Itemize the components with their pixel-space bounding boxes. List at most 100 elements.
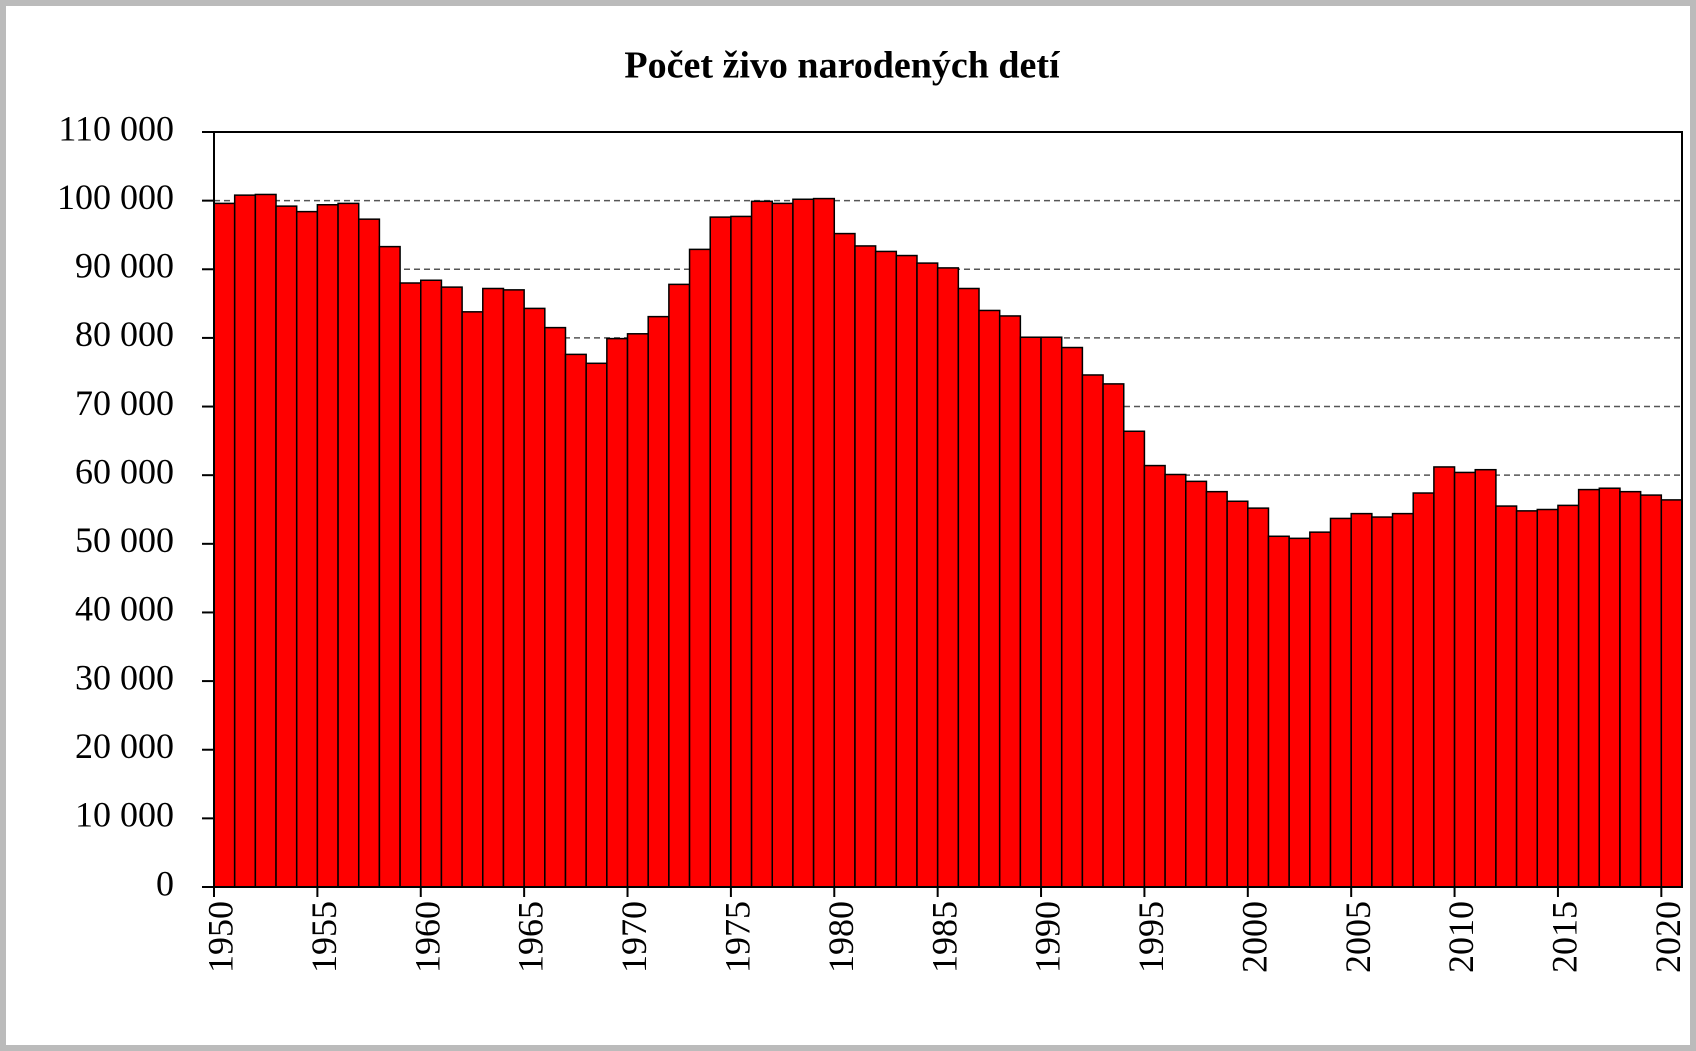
bar <box>523 307 546 888</box>
bar <box>1185 480 1208 888</box>
bar <box>1515 510 1539 888</box>
bar <box>502 289 525 888</box>
bar <box>1164 473 1187 888</box>
bar <box>482 287 505 888</box>
bar <box>544 326 567 888</box>
bar <box>337 202 360 888</box>
bar <box>420 279 443 888</box>
y-tick-label: 60 000 <box>75 451 174 491</box>
x-tick-label: 1950 <box>201 901 241 973</box>
bar <box>1226 500 1249 888</box>
bar <box>1536 508 1559 888</box>
bar <box>895 254 918 888</box>
bar <box>1350 512 1373 888</box>
bar <box>1040 336 1063 888</box>
bar <box>461 311 484 888</box>
y-tick-label: 30 000 <box>75 657 174 697</box>
chart-title: Počet živo narodených detí <box>624 45 1061 87</box>
y-tick-label: 110 000 <box>58 108 174 148</box>
x-tick-label: 2010 <box>1441 901 1481 973</box>
y-tick-label: 40 000 <box>75 589 174 629</box>
bar <box>213 202 236 888</box>
bar <box>957 287 980 888</box>
y-tick-label: 50 000 <box>75 520 174 560</box>
bar <box>1598 487 1621 888</box>
bar <box>812 197 836 888</box>
bar <box>1619 490 1642 888</box>
bar <box>254 193 277 888</box>
bar <box>874 250 898 888</box>
x-tick-label: 1965 <box>511 901 551 973</box>
bar <box>1205 490 1228 888</box>
bar <box>978 309 1001 888</box>
bar <box>688 248 711 888</box>
y-tick-label: 10 000 <box>75 795 174 835</box>
bar <box>709 216 732 888</box>
bar <box>1288 537 1311 888</box>
bar <box>668 283 691 888</box>
y-tick-label: 0 <box>156 863 174 903</box>
bar <box>585 362 608 888</box>
y-tick-label: 70 000 <box>75 383 174 423</box>
bar <box>1391 512 1414 888</box>
bar <box>750 200 774 888</box>
bar <box>730 215 753 888</box>
bar <box>833 232 856 888</box>
bar <box>1247 507 1270 888</box>
bar <box>1143 464 1166 888</box>
bar <box>1453 471 1476 888</box>
bar <box>1577 488 1601 888</box>
bar <box>626 333 649 888</box>
bar <box>564 353 587 888</box>
x-tick-label: 2005 <box>1338 901 1378 973</box>
x-tick-label: 2000 <box>1234 901 1274 973</box>
bar <box>916 262 939 888</box>
bar <box>440 286 463 888</box>
bar <box>936 267 960 888</box>
bar <box>275 205 298 888</box>
bar <box>771 202 794 888</box>
bar <box>1122 430 1146 888</box>
plot-frame <box>213 131 1683 888</box>
bar <box>1060 346 1084 888</box>
x-tick-label: 1995 <box>1131 901 1171 973</box>
bar <box>1412 492 1435 888</box>
bar <box>378 245 401 888</box>
bar <box>1557 504 1580 888</box>
bar <box>1495 505 1518 888</box>
x-tick-label: 1990 <box>1028 901 1068 973</box>
x-tick-label: 1985 <box>924 901 964 973</box>
bar <box>316 204 339 888</box>
bar <box>792 198 815 888</box>
bar <box>357 218 381 888</box>
x-tick-label: 1980 <box>821 901 861 973</box>
bar <box>1371 516 1394 888</box>
x-tick-label: 1960 <box>407 901 447 973</box>
bar <box>647 315 670 888</box>
bar <box>233 194 257 888</box>
x-tick-label: 2015 <box>1545 901 1585 973</box>
bar <box>854 245 877 888</box>
bar <box>1102 383 1125 888</box>
bar <box>295 210 319 888</box>
x-tick-label: 2020 <box>1648 901 1688 973</box>
bar <box>1267 535 1290 888</box>
bar <box>1081 374 1104 888</box>
y-tick-label: 100 000 <box>57 177 174 217</box>
y-tick-label: 90 000 <box>75 246 174 286</box>
bar <box>606 337 629 888</box>
x-tick-label: 1970 <box>614 901 654 973</box>
x-tick-label: 1975 <box>718 901 758 973</box>
y-tick-label: 20 000 <box>75 726 174 766</box>
bar <box>998 315 1022 888</box>
bar <box>1660 499 1683 888</box>
bar <box>1309 531 1332 888</box>
bar <box>1019 336 1042 888</box>
bar <box>1433 466 1456 888</box>
bar <box>399 282 422 888</box>
y-tick-label: 80 000 <box>75 314 174 354</box>
x-tick-label: 1955 <box>304 901 344 973</box>
bar <box>1329 517 1352 888</box>
bar <box>1639 494 1663 888</box>
